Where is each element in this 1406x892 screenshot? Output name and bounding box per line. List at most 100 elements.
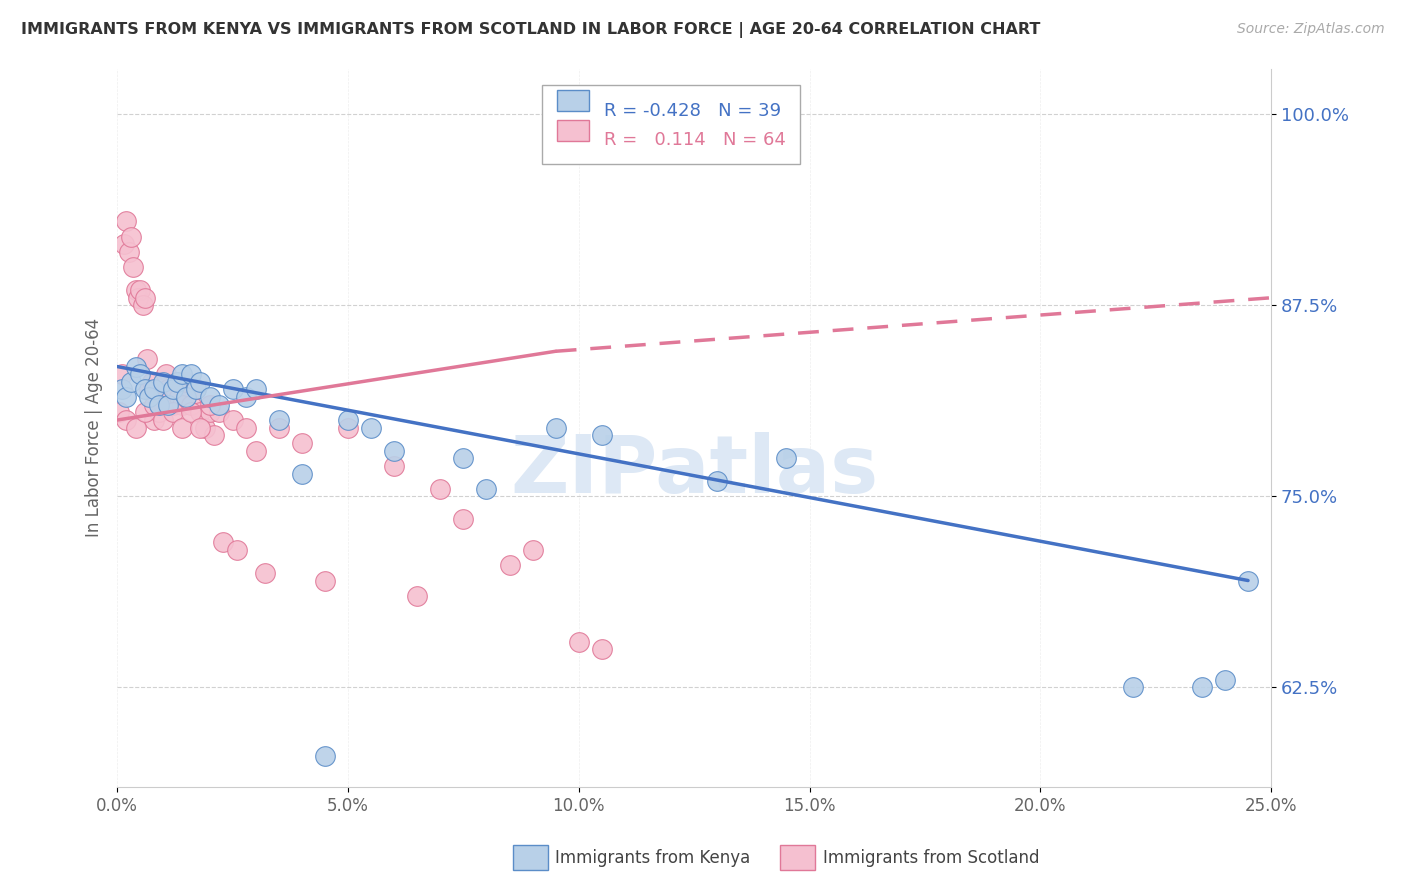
Point	[180, 405, 202, 419]
Point	[360, 420, 382, 434]
Point	[267, 413, 290, 427]
Point	[170, 367, 193, 381]
Point	[111, 367, 134, 381]
Point	[112, 237, 135, 252]
Point	[162, 383, 184, 397]
Point	[198, 398, 221, 412]
Point	[1122, 681, 1144, 695]
Point	[134, 383, 156, 397]
Point	[406, 589, 429, 603]
Point	[143, 398, 166, 412]
Point	[336, 413, 359, 427]
Point	[145, 390, 167, 404]
Point	[176, 390, 198, 404]
Point	[253, 566, 276, 580]
Point	[115, 214, 138, 228]
Point	[453, 512, 475, 526]
Point	[382, 458, 405, 473]
Point	[198, 390, 221, 404]
Point	[194, 420, 217, 434]
Point	[188, 405, 211, 419]
Point	[245, 443, 267, 458]
Legend: R = -0.428   N = 39, R =   0.114   N = 64: R = -0.428 N = 39, R = 0.114 N = 64	[543, 85, 800, 164]
Point	[188, 375, 211, 389]
Point	[141, 375, 163, 389]
Point	[127, 291, 149, 305]
Point	[169, 390, 191, 404]
Point	[124, 283, 146, 297]
Point	[138, 383, 160, 397]
Point	[202, 428, 225, 442]
Point	[159, 390, 181, 404]
Point	[221, 413, 243, 427]
Point	[136, 351, 159, 366]
Point	[156, 383, 179, 397]
Point	[184, 383, 207, 397]
Point	[180, 398, 202, 412]
Point	[198, 405, 221, 419]
Point	[544, 420, 567, 434]
Point	[314, 574, 336, 588]
Point	[152, 413, 174, 427]
Point	[163, 383, 186, 397]
Point	[155, 367, 177, 381]
Point	[170, 420, 193, 434]
Point	[591, 428, 613, 442]
Text: ZIPatlas: ZIPatlas	[510, 432, 879, 509]
Point	[152, 398, 174, 412]
Point	[118, 244, 141, 259]
Point	[235, 390, 257, 404]
Point	[166, 375, 188, 389]
Point	[291, 436, 314, 450]
Point	[129, 283, 152, 297]
Point	[120, 229, 142, 244]
Point	[143, 383, 166, 397]
Point	[148, 405, 170, 419]
Point	[591, 642, 613, 657]
Point	[314, 749, 336, 764]
Text: IMMIGRANTS FROM KENYA VS IMMIGRANTS FROM SCOTLAND IN LABOR FORCE | AGE 20-64 COR: IMMIGRANTS FROM KENYA VS IMMIGRANTS FROM…	[21, 22, 1040, 38]
Point	[108, 405, 131, 419]
Point	[212, 535, 235, 549]
Point	[245, 383, 267, 397]
Point	[498, 558, 520, 573]
Y-axis label: In Labor Force | Age 20-64: In Labor Force | Age 20-64	[86, 318, 103, 537]
Point	[208, 398, 231, 412]
Point	[336, 420, 359, 434]
Point	[775, 451, 797, 466]
Point	[184, 383, 207, 397]
Point	[382, 443, 405, 458]
Point	[111, 383, 134, 397]
Point	[1191, 681, 1213, 695]
Point	[122, 260, 145, 275]
Point	[235, 420, 257, 434]
Point	[134, 291, 156, 305]
Point	[166, 375, 188, 389]
Point	[162, 405, 184, 419]
Point	[1237, 574, 1260, 588]
Point	[115, 413, 138, 427]
Point	[188, 420, 211, 434]
Point	[208, 405, 231, 419]
Point	[120, 375, 142, 389]
Point	[226, 543, 249, 558]
Text: Immigrants from Scotland: Immigrants from Scotland	[823, 849, 1039, 867]
Point	[522, 543, 544, 558]
Point	[138, 390, 160, 404]
Point	[129, 367, 152, 381]
Point	[180, 367, 202, 381]
Point	[429, 482, 451, 496]
Point	[150, 390, 173, 404]
Point	[143, 413, 166, 427]
Point	[156, 398, 179, 412]
Point	[134, 405, 156, 419]
Point	[453, 451, 475, 466]
Point	[291, 467, 314, 481]
Point	[148, 398, 170, 412]
Point	[176, 375, 198, 389]
Point	[706, 474, 728, 488]
Point	[1213, 673, 1236, 687]
Point	[475, 482, 498, 496]
Point	[131, 298, 153, 312]
Point	[267, 420, 290, 434]
